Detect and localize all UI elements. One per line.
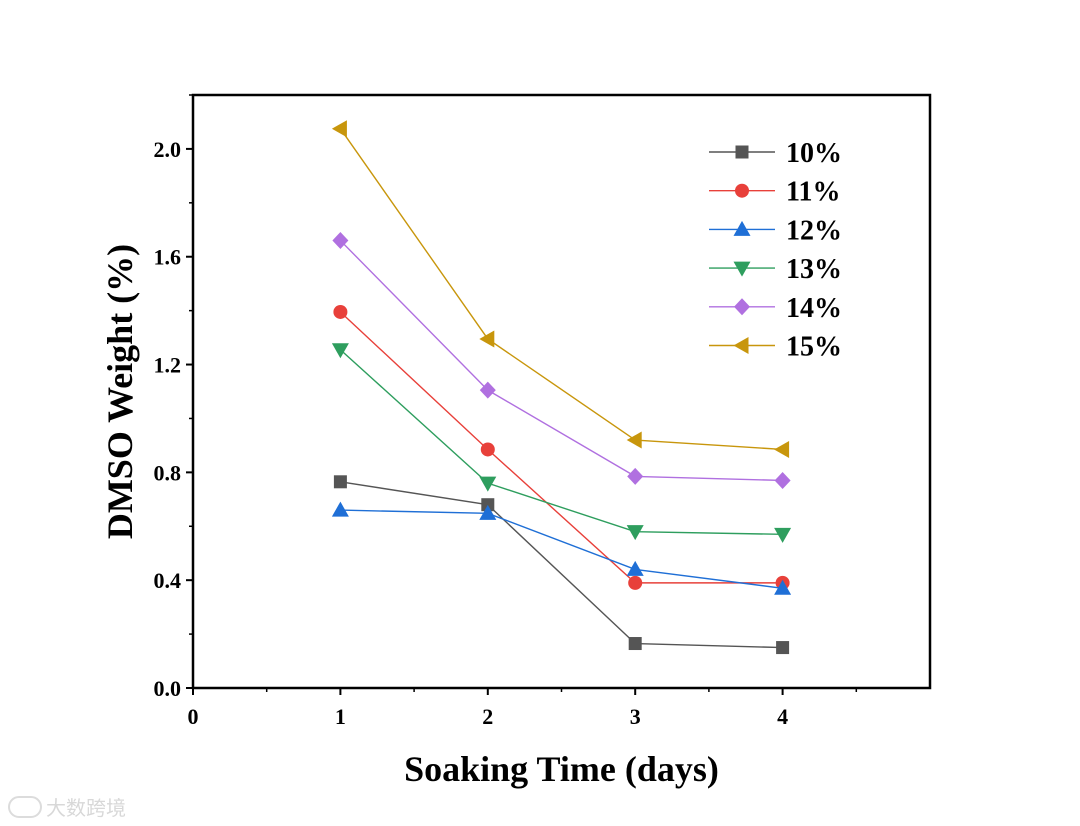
legend-label: 12% — [786, 215, 842, 246]
data-point — [627, 467, 644, 485]
data-point — [479, 330, 495, 348]
x-axis-title: Soaking Time (days) — [404, 749, 719, 789]
data-point — [479, 476, 497, 492]
x-tick-label: 4 — [777, 704, 788, 729]
y-tick-label: 0.8 — [154, 460, 182, 485]
data-point — [774, 440, 790, 458]
x-tick-label: 1 — [335, 704, 346, 729]
data-point — [481, 498, 495, 512]
watermark-logo-icon — [8, 795, 42, 818]
series-14pct — [332, 232, 791, 489]
data-point — [774, 471, 791, 489]
series-12pct — [331, 501, 792, 595]
x-tick-label: 2 — [482, 704, 493, 729]
legend-label: 10% — [786, 138, 842, 169]
legend-item: 10% — [709, 138, 842, 169]
y-tick-label: 0.4 — [154, 568, 182, 593]
data-point — [333, 304, 348, 319]
series-line — [340, 509, 783, 589]
legend-label: 14% — [786, 293, 842, 324]
x-tick-label: 3 — [630, 704, 641, 729]
data-point — [331, 343, 349, 359]
data-point — [774, 579, 792, 595]
legend-label: 15% — [786, 332, 842, 363]
y-tick-label: 1.2 — [154, 353, 182, 378]
data-point — [331, 120, 347, 138]
data-point — [626, 525, 644, 541]
y-axis-title: DMSO Weight (%) — [100, 244, 140, 539]
y-tick-label: 2.0 — [154, 137, 182, 162]
series-line — [339, 240, 783, 482]
axis-ticks: 0 1 2 3 4 0.0 0.4 0.8 1.2 1.6 2.0 — [154, 94, 858, 729]
legend-item: 11% — [709, 177, 840, 208]
series-13pct — [331, 343, 792, 543]
legend-label: 11% — [786, 177, 840, 208]
legend-marker — [733, 220, 751, 236]
data-point — [626, 560, 644, 576]
legend-marker — [735, 145, 749, 159]
y-tick-label: 0.0 — [154, 676, 182, 701]
data-point — [628, 637, 642, 651]
data-point — [479, 504, 497, 520]
legend-marker — [735, 183, 749, 198]
data-point — [333, 475, 347, 489]
watermark-text: 大数跨境 — [46, 796, 126, 820]
data-point — [774, 527, 792, 543]
data-point — [331, 501, 349, 517]
data-point — [628, 575, 643, 590]
legend-item: 14% — [709, 293, 842, 324]
series-line — [339, 128, 783, 451]
series-10pct — [333, 475, 790, 655]
x-tick-label: 0 — [188, 704, 199, 729]
legend-item: 12% — [709, 215, 842, 246]
legend-item: 15% — [709, 332, 842, 363]
series-line — [340, 481, 783, 649]
watermark: 大数跨境 — [8, 792, 126, 821]
legend-marker — [734, 298, 750, 316]
legend-marker — [733, 337, 749, 354]
data-point — [776, 641, 790, 655]
y-tick-label: 1.6 — [154, 245, 182, 270]
data-point — [626, 431, 642, 449]
series-15pct — [331, 120, 790, 458]
data-point — [479, 381, 496, 399]
series-line — [339, 311, 783, 584]
data-point — [332, 232, 349, 250]
legend-item: 13% — [709, 254, 842, 285]
series-line — [339, 349, 783, 536]
legend: 10% 11% 12% 13% 14% 15% — [709, 138, 842, 363]
series-group — [331, 120, 792, 655]
legend-marker — [733, 261, 751, 277]
legend-label: 13% — [786, 254, 842, 285]
series-11pct — [333, 304, 790, 590]
data-point — [480, 442, 495, 457]
